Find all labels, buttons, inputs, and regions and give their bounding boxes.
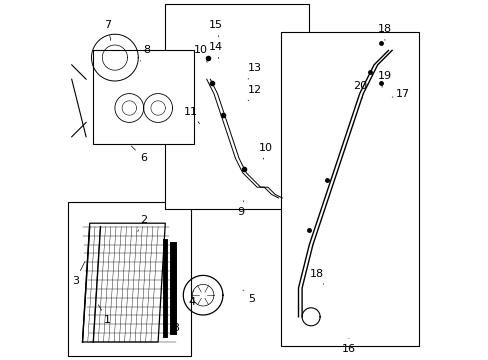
Text: 15: 15: [208, 20, 222, 37]
Text: 11: 11: [183, 107, 199, 124]
Text: 7: 7: [104, 20, 111, 40]
Bar: [280, 32, 418, 346]
Text: 5: 5: [243, 290, 255, 304]
Text: 6: 6: [131, 146, 147, 163]
Text: 12: 12: [247, 85, 262, 101]
Text: 20: 20: [352, 81, 366, 98]
Text: 17: 17: [391, 89, 409, 99]
Text: 14: 14: [208, 42, 223, 59]
Text: 4: 4: [188, 291, 196, 307]
Text: 1: 1: [98, 305, 111, 325]
Text: 18: 18: [377, 24, 391, 40]
Bar: [165, 4, 309, 209]
Text: 13: 13: [247, 63, 262, 79]
Text: 3: 3: [72, 262, 85, 286]
Text: 9: 9: [237, 201, 244, 217]
Text: 8: 8: [140, 45, 151, 61]
Text: 16: 16: [341, 338, 355, 354]
Text: 10: 10: [194, 45, 208, 62]
Bar: [68, 202, 190, 356]
Text: 10: 10: [259, 143, 272, 159]
Text: 3: 3: [170, 316, 179, 333]
Text: 19: 19: [377, 71, 391, 87]
Bar: [93, 50, 194, 144]
Text: 18: 18: [309, 269, 323, 284]
Text: 2: 2: [138, 215, 147, 231]
